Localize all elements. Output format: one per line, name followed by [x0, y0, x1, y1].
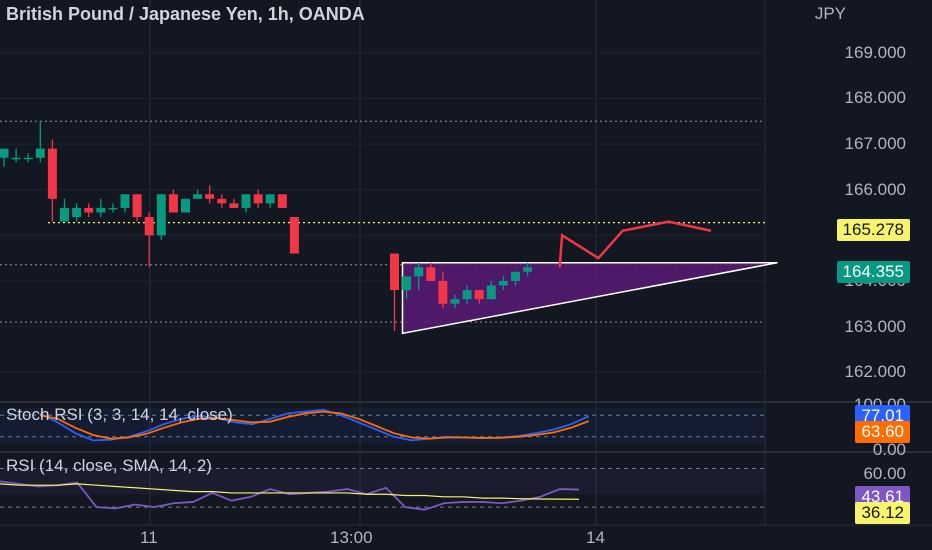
price-tick-168.000: 168.000	[844, 88, 906, 108]
rsi-ma-value: 36.12	[855, 502, 910, 524]
rsi-lines	[0, 467, 765, 511]
candle-body-15	[181, 198, 190, 213]
symbol-title[interactable]: British Pound / Japanese Yen, 1h, OANDA	[6, 4, 365, 24]
triangle-pattern[interactable]	[401, 261, 778, 335]
candle-body-3	[35, 148, 45, 158]
stoch-series-D	[39, 410, 590, 440]
candle-body-10	[120, 194, 130, 208]
candle-body-17	[205, 194, 215, 199]
candle-body-32	[474, 290, 484, 300]
grid-lines	[0, 0, 932, 526]
candle-body-27	[414, 267, 424, 277]
price-tick-162.000: 162.000	[844, 362, 906, 382]
candle-body-12	[144, 217, 154, 236]
candle-body-11	[132, 194, 142, 218]
candle-body-4	[47, 148, 57, 199]
triangle-shape	[401, 261, 778, 335]
candle-body-33	[486, 285, 496, 300]
currency-label: JPY	[814, 4, 846, 23]
candle-body-36	[523, 267, 533, 272]
rsi-top-label: 60.00	[863, 464, 906, 483]
stoch-bottom-label: 0.00	[872, 440, 906, 459]
price-tick-169.000: 169.000	[844, 42, 906, 62]
candle-body-25	[390, 253, 399, 291]
rsi-series-RSI	[0, 480, 580, 511]
candle-body-35	[511, 271, 520, 281]
rsi-series-MA	[0, 483, 580, 500]
x-label-14: 14	[586, 528, 605, 547]
projection-path[interactable]	[558, 220, 712, 268]
candle-body-8	[96, 207, 106, 213]
candle-body-0	[0, 148, 9, 158]
stoch-rsi-label[interactable]: Stoch RSI (3, 3, 14, 14, close)	[6, 405, 233, 424]
x-label-1300: 13:00	[330, 528, 373, 547]
x-label-11: 11	[140, 528, 158, 547]
price-tag-165278: 165.278	[836, 219, 910, 241]
stoch-d-value: 63.60	[855, 421, 910, 443]
candle-body-7	[84, 207, 94, 213]
candle-body-22	[265, 194, 275, 204]
projection-line	[558, 220, 712, 268]
price-tag-last: 164.355	[836, 261, 910, 283]
rsi-label[interactable]: RSI (14, close, SMA, 14, 2)	[6, 456, 212, 475]
stoch-rsi-lines	[0, 408, 765, 444]
candle-body-34	[498, 280, 508, 286]
candle-body-13	[156, 194, 166, 236]
candle-body-14	[168, 194, 178, 213]
candle-body-9	[108, 207, 118, 210]
rsi-band	[0, 468, 765, 495]
candle-body-24	[289, 217, 299, 254]
candle-body-23	[277, 194, 287, 208]
candle-body-1	[11, 157, 21, 160]
price-tick-163.000: 163.000	[844, 316, 906, 336]
candle-body-29	[438, 280, 448, 304]
candle-body-26	[402, 276, 412, 291]
price-tick-167.000: 167.000	[844, 134, 906, 154]
candle-body-21	[253, 194, 263, 204]
candle-body-30	[450, 299, 460, 304]
candle-body-6	[72, 207, 82, 218]
candle-body-16	[193, 194, 203, 199]
price-tick-166.000: 166.000	[844, 179, 906, 199]
candle-body-2	[23, 157, 33, 160]
candle-body-18	[217, 198, 227, 204]
candle-body-28	[426, 267, 436, 281]
candles	[0, 121, 533, 332]
candle-body-20	[241, 194, 251, 208]
level-lines	[0, 120, 765, 323]
candle-body-19	[229, 203, 239, 208]
candle-body-5	[60, 207, 69, 222]
candle-body-31	[462, 290, 472, 300]
